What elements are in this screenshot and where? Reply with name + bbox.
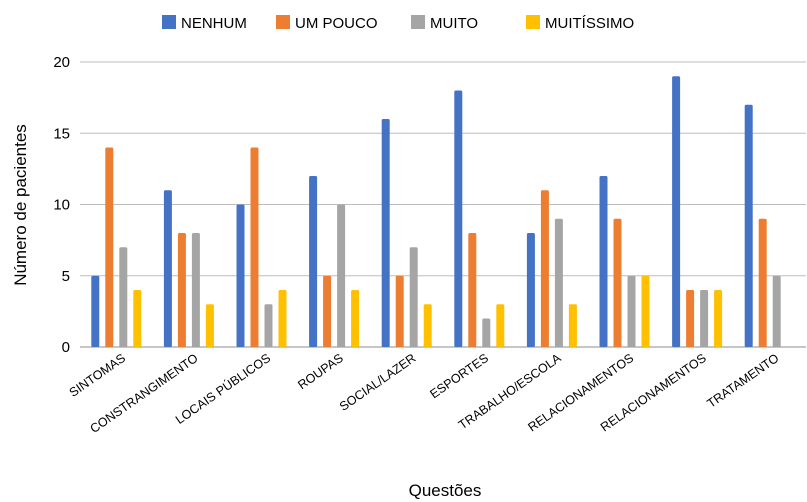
bars <box>91 76 781 347</box>
bar-muit-ssimo-1 <box>205 304 214 347</box>
legend-label: NENHUM <box>181 15 247 32</box>
bar-um-pouco-3 <box>323 275 332 347</box>
bar-um-pouco-6 <box>540 190 549 347</box>
legend-swatch <box>162 15 176 29</box>
bar-muit-ssimo-2 <box>278 290 287 347</box>
bar-um-pouco-8 <box>686 290 695 347</box>
bar-muito-5 <box>482 318 491 347</box>
bar-nenhum-3 <box>309 176 318 347</box>
bar-muito-4 <box>409 247 418 347</box>
bar-um-pouco-7 <box>613 218 622 347</box>
bar-muito-7 <box>627 275 636 347</box>
bar-muito-1 <box>191 233 200 347</box>
bar-nenhum-2 <box>236 204 245 347</box>
bar-nenhum-7 <box>599 176 608 347</box>
bar-muit-ssimo-0 <box>133 290 142 347</box>
y-tick-label: 5 <box>62 268 70 285</box>
x-category-label: TRATAMENTO <box>705 351 782 411</box>
bar-muit-ssimo-7 <box>641 275 650 347</box>
y-tick-label: 20 <box>53 54 70 71</box>
bar-muito-0 <box>119 247 128 347</box>
legend-label: MUITÍSSIMO <box>545 15 634 32</box>
bar-muito-3 <box>337 204 346 347</box>
y-tick-label: 10 <box>53 197 70 214</box>
legend-swatch <box>276 15 290 29</box>
bar-muito-8 <box>700 290 709 347</box>
bar-muit-ssimo-5 <box>496 304 505 347</box>
x-axis-title: Questões <box>409 481 482 500</box>
x-category-label: SOCIAL/LAZER <box>337 351 418 414</box>
bar-um-pouco-1 <box>177 233 186 347</box>
bar-nenhum-0 <box>91 275 100 347</box>
x-category-label: ROUPAS <box>295 351 346 392</box>
bar-nenhum-4 <box>381 119 390 347</box>
legend-label: UM POUCO <box>295 15 378 32</box>
bar-um-pouco-0 <box>105 147 114 347</box>
bar-muit-ssimo-4 <box>423 304 432 347</box>
bar-muit-ssimo-3 <box>351 290 360 347</box>
x-category-label: ESPORTES <box>427 351 491 401</box>
bar-nenhum-9 <box>744 104 753 347</box>
bar-muito-9 <box>772 275 781 347</box>
legend: NENHUM UM POUCO MUITO MUITÍSSIMO <box>162 15 634 32</box>
bar-nenhum-1 <box>163 190 172 347</box>
bar-nenhum-5 <box>454 90 463 347</box>
legend-swatch <box>411 15 425 29</box>
y-tick-label: 15 <box>53 125 70 142</box>
bar-um-pouco-2 <box>250 147 259 347</box>
bar-muit-ssimo-6 <box>568 304 577 347</box>
bar-um-pouco-5 <box>468 233 477 347</box>
bar-muito-2 <box>264 304 273 347</box>
bar-um-pouco-9 <box>758 218 767 347</box>
gridlines <box>80 61 806 348</box>
y-tick-label: 0 <box>62 339 70 356</box>
bar-nenhum-6 <box>526 233 535 347</box>
bar-nenhum-8 <box>672 76 681 347</box>
legend-label: MUITO <box>430 15 478 32</box>
x-category-label: SINTOMAS <box>67 351 128 400</box>
bar-muito-6 <box>554 218 563 347</box>
legend-swatch <box>526 15 540 29</box>
bar-um-pouco-4 <box>395 275 404 347</box>
bar-muit-ssimo-8 <box>714 290 723 347</box>
y-axis-ticks: 0 5 10 15 20 <box>53 54 70 356</box>
y-axis-title: Número de pacientes <box>11 124 30 286</box>
